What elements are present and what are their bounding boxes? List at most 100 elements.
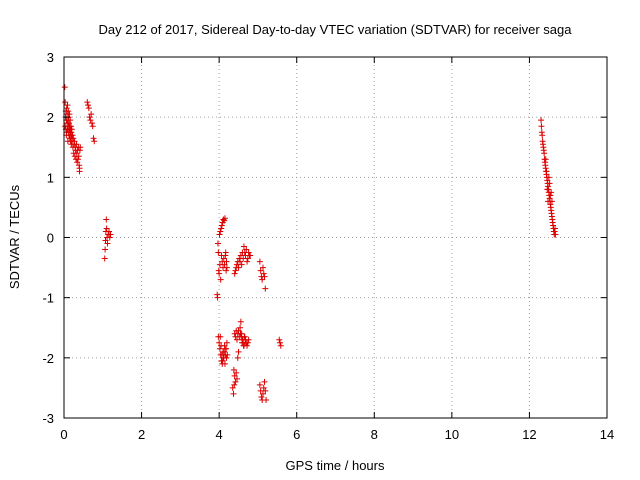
data-point [218, 222, 225, 229]
data-point [106, 234, 113, 241]
data-point [235, 264, 242, 271]
data-point [84, 99, 91, 106]
data-point [223, 339, 230, 346]
data-point [61, 84, 68, 91]
data-point [216, 339, 223, 346]
data-point [73, 141, 80, 148]
data-point [544, 186, 551, 193]
data-point [545, 174, 552, 181]
data-point [230, 366, 237, 373]
x-tick-label: 12 [522, 427, 536, 442]
data-point [71, 138, 78, 145]
data-point [552, 225, 559, 232]
data-point [256, 258, 263, 265]
y-axis-label: SDTVAR / TECUs [7, 184, 22, 289]
data-point [542, 156, 549, 163]
data-point [235, 348, 242, 355]
data-point [233, 375, 240, 382]
data-point [214, 240, 221, 247]
data-point [259, 390, 266, 397]
data-point [232, 378, 239, 385]
data-point [234, 354, 241, 361]
data-point [66, 111, 73, 118]
data-point [235, 327, 242, 334]
data-point [244, 258, 251, 265]
data-point [85, 105, 92, 112]
data-point [262, 285, 269, 292]
data-point [223, 267, 230, 274]
data-point [74, 156, 81, 163]
x-tick-label: 10 [445, 427, 459, 442]
data-point [259, 276, 266, 283]
data-point [101, 255, 108, 262]
data-point [220, 255, 227, 262]
data-point [65, 108, 72, 115]
data-point [221, 261, 228, 268]
data-point [104, 240, 111, 247]
data-point [262, 387, 269, 394]
data-point [223, 345, 230, 352]
data-point [547, 192, 554, 199]
x-tick-label: 8 [371, 427, 378, 442]
data-points [61, 84, 559, 403]
data-point [86, 114, 93, 121]
y-tick-label: -2 [42, 351, 54, 366]
grid-lines [64, 57, 607, 418]
data-point [221, 342, 228, 349]
data-point [259, 264, 266, 271]
data-point [240, 243, 247, 250]
data-point [240, 342, 247, 349]
y-tick-label: 0 [47, 231, 54, 246]
data-point [216, 270, 223, 277]
data-point [238, 261, 245, 268]
data-point [541, 150, 548, 157]
data-point [215, 333, 222, 340]
data-point [70, 135, 77, 142]
x-tick-label: 6 [293, 427, 300, 442]
y-tick-label: 2 [47, 110, 54, 125]
data-point [66, 120, 73, 127]
data-point [222, 249, 229, 256]
data-point [88, 111, 95, 118]
x-tick-label: 4 [216, 427, 223, 442]
data-point [105, 228, 112, 235]
data-point [237, 330, 244, 337]
data-point [90, 135, 97, 142]
data-point [223, 258, 230, 265]
data-point [85, 102, 92, 109]
x-tick-label: 0 [60, 427, 67, 442]
data-point [277, 342, 284, 349]
data-point [244, 255, 251, 262]
data-point [222, 351, 229, 358]
data-point [237, 318, 244, 325]
data-point [67, 117, 74, 124]
data-point [217, 276, 224, 283]
data-point [77, 144, 84, 151]
data-point [233, 369, 240, 376]
y-tick-label: 3 [47, 50, 54, 65]
data-point [91, 138, 98, 145]
data-point [230, 390, 237, 397]
data-point [256, 381, 263, 388]
data-point [89, 123, 96, 130]
data-point [548, 198, 555, 205]
data-point [216, 345, 223, 352]
data-point [216, 231, 223, 238]
data-point [64, 102, 71, 109]
data-point [221, 215, 228, 222]
data-point [548, 189, 555, 196]
data-point [107, 231, 114, 238]
data-point [242, 339, 249, 346]
data-point [62, 99, 69, 106]
y-tick-label: -1 [42, 291, 54, 306]
data-point [103, 216, 110, 223]
data-point [241, 333, 248, 340]
data-point [276, 336, 283, 343]
data-point [223, 264, 230, 271]
data-point [538, 117, 545, 124]
data-point [245, 249, 252, 256]
data-point [76, 165, 83, 172]
data-point [243, 246, 250, 253]
data-point [218, 225, 225, 232]
